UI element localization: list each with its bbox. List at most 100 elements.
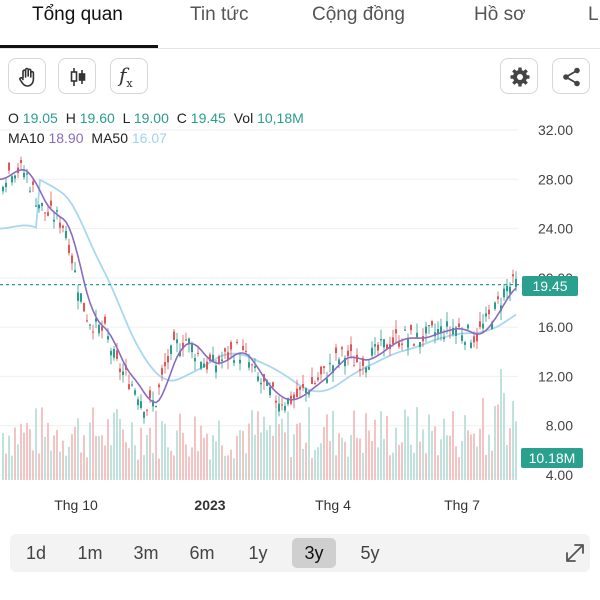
volume-bar (413, 452, 415, 480)
volume-bar (347, 456, 349, 480)
volume-bar (224, 455, 226, 480)
volume-bar (221, 445, 223, 480)
candle-body (452, 327, 454, 335)
candle-body (98, 324, 100, 334)
low-label: L (122, 110, 130, 126)
candle-body (461, 335, 463, 341)
volume-bar (266, 430, 268, 480)
candle-body (188, 338, 190, 345)
candle-body (377, 344, 379, 351)
tab-more[interactable]: L (588, 4, 599, 25)
hand-tool-button[interactable] (8, 58, 46, 94)
volume-bar (68, 446, 70, 480)
volume-bar (437, 455, 439, 480)
candle-body (14, 175, 16, 179)
tab-overview[interactable]: Tổng quan (32, 4, 123, 25)
tab-community[interactable]: Cộng đồng (312, 4, 405, 25)
volume-bar (212, 435, 214, 480)
x-tick-label: Thg 10 (54, 497, 98, 513)
range-5y[interactable]: 5y (360, 543, 380, 563)
chart-type-button[interactable] (58, 58, 96, 94)
volume-bar (185, 444, 187, 480)
range-1m[interactable]: 1m (77, 543, 103, 563)
candle-body (221, 359, 223, 361)
candle-body (368, 366, 370, 370)
candle-body (470, 342, 472, 349)
candle-body (131, 384, 133, 386)
volume-bar (278, 424, 280, 480)
volume-bar (53, 435, 55, 480)
settings-button[interactable] (500, 58, 538, 94)
price-chart[interactable]: 32.0028.0024.0020.0016.0012.008.004.00Th… (0, 110, 600, 520)
volume-bar (59, 451, 61, 480)
candle-body (512, 274, 514, 277)
volume-bar (395, 427, 397, 480)
indicators-button[interactable]: fx (110, 58, 148, 94)
volume-bar (497, 404, 499, 480)
candle-body (266, 380, 268, 386)
candle-body (209, 354, 211, 362)
volume-bar (281, 418, 283, 480)
candle-body (71, 255, 73, 264)
volume-bar (254, 434, 256, 480)
candle-body (143, 412, 145, 418)
range-1y[interactable]: 1y (248, 543, 268, 563)
candle-body (44, 212, 46, 214)
volume-bar (476, 446, 478, 480)
volume-bar (509, 428, 511, 480)
candle-body (332, 365, 334, 373)
candle-body (347, 350, 349, 357)
volume-bar (194, 416, 196, 480)
candle-body (299, 386, 301, 390)
volume-bar (479, 428, 481, 480)
volume-bar (299, 422, 301, 480)
candle-body (248, 362, 250, 368)
candle-body (185, 339, 187, 341)
candle-body (107, 336, 109, 340)
volume-bar (290, 457, 292, 480)
ohlc-readout: O 19.05 H 19.60 L 19.00 C 19.45 Vol 10,1… (8, 110, 308, 126)
volume-bar (383, 438, 385, 480)
candle-body (344, 357, 346, 367)
ma50-label: MA50 (91, 130, 128, 146)
candle-body (254, 366, 256, 368)
range-1d[interactable]: 1d (25, 543, 47, 563)
volume-bar (2, 433, 4, 480)
volume-bar (515, 421, 517, 480)
expand-icon[interactable] (562, 540, 588, 566)
share-button[interactable] (552, 58, 590, 94)
high-value: 19.60 (79, 110, 115, 126)
candle-body (350, 344, 352, 352)
candle-body (251, 364, 253, 366)
candle-body (146, 409, 148, 411)
candle-body (269, 386, 271, 396)
range-3m[interactable]: 3m (133, 543, 159, 563)
tab-profile[interactable]: Hồ sơ (474, 4, 526, 25)
candle-body (2, 186, 4, 192)
volume-bar (218, 420, 220, 480)
candle-body (38, 204, 40, 209)
candle-body (29, 190, 31, 192)
volume-bar (494, 406, 496, 480)
volume-bar (107, 419, 109, 480)
volume-bar (239, 430, 241, 480)
candle-body (320, 366, 322, 375)
candle-body (59, 222, 61, 228)
candle-body (281, 404, 283, 406)
volume-bar (206, 433, 208, 480)
candle-body (50, 200, 52, 206)
range-3y[interactable]: 3y (292, 538, 336, 568)
volume-bar (485, 454, 487, 480)
volume-bar (410, 444, 412, 480)
range-6m[interactable]: 6m (189, 543, 215, 563)
volume-bar (416, 407, 418, 480)
volume-bar (62, 440, 64, 480)
candle-body (122, 371, 124, 376)
candle-body (464, 342, 466, 345)
candle-body (410, 325, 412, 331)
volume-label: Vol (233, 110, 254, 126)
tab-news[interactable]: Tin tức (190, 4, 249, 25)
volume-bar (50, 450, 52, 480)
volume-bar (104, 445, 106, 480)
volume-bar (86, 457, 88, 480)
